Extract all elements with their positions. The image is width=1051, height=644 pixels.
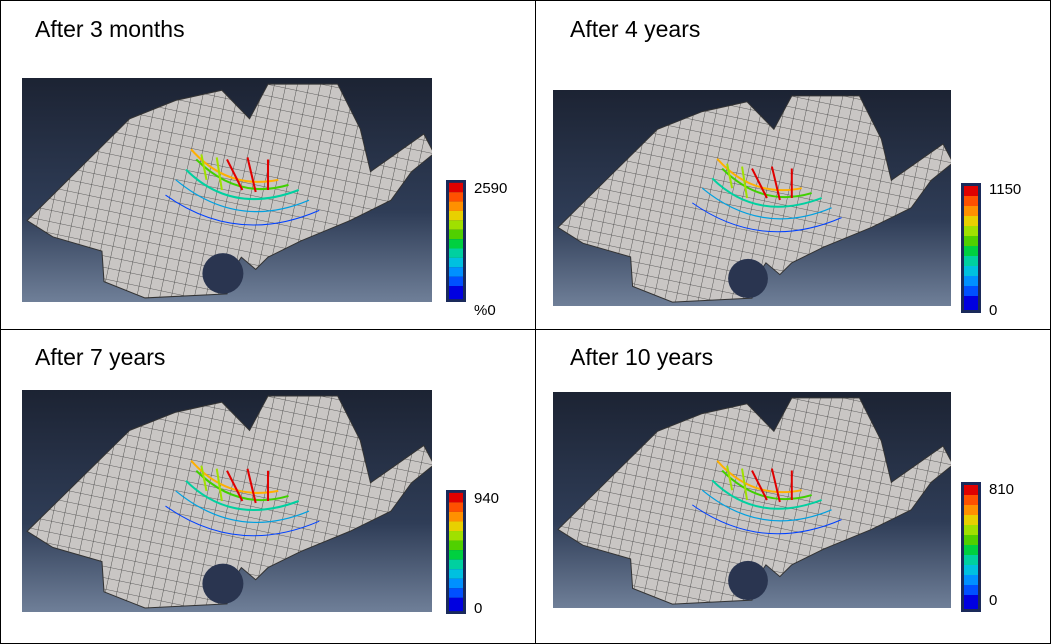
max-label: 940: [474, 490, 499, 507]
min-label: 0: [989, 592, 997, 609]
max-label: 2590: [474, 180, 507, 197]
mesh-image: [22, 78, 432, 302]
max-label: 810: [989, 481, 1014, 498]
panel-title: After 3 months: [35, 16, 185, 43]
min-label: 0: [474, 600, 482, 617]
divider: [535, 0, 536, 644]
page: After 3 months 2590 %0 After 4 years 115…: [0, 0, 1051, 644]
min-label: %0: [474, 302, 496, 319]
panel-title: After 7 years: [35, 344, 165, 371]
panel-title: After 4 years: [570, 16, 700, 43]
mesh-image: [553, 392, 951, 608]
color-bar: [446, 180, 466, 302]
mesh-image: [553, 90, 951, 306]
max-label: 1150: [989, 181, 1021, 198]
color-bar: [446, 490, 466, 614]
panel-title: After 10 years: [570, 344, 713, 371]
divider: [0, 329, 1051, 330]
color-bar: [961, 482, 981, 612]
min-label: 0: [989, 302, 997, 319]
color-bar: [961, 183, 981, 313]
mesh-image: [22, 390, 432, 612]
